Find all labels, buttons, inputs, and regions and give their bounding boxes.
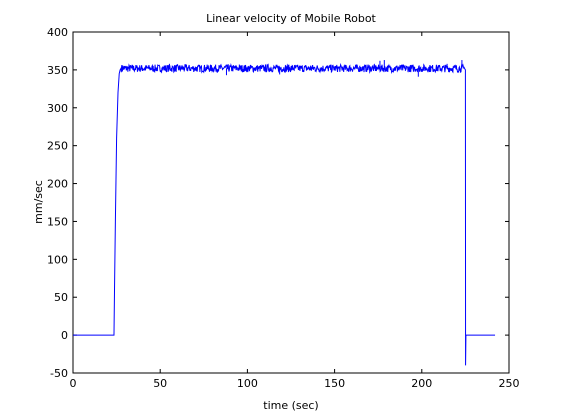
axes-box bbox=[72, 31, 510, 374]
x-tick-label: 200 bbox=[411, 377, 432, 390]
y-tick-label: 250 bbox=[47, 140, 68, 153]
y-axis-label: mm/sec bbox=[32, 180, 45, 224]
y-tick-label: 50 bbox=[54, 291, 68, 304]
x-tick-label: 100 bbox=[237, 377, 258, 390]
x-axis-ticks: 0 50 100 150 200 250 bbox=[70, 32, 520, 390]
y-tick-label: 150 bbox=[47, 215, 68, 228]
y-tick-label: 0 bbox=[61, 329, 68, 342]
y-tick-label: 200 bbox=[47, 178, 68, 191]
x-axis-label: time (sec) bbox=[263, 399, 318, 412]
y-axis-ticks: -50 0 50 100 150 200 250 300 350 400 bbox=[47, 26, 509, 380]
y-tick-label: 100 bbox=[47, 253, 68, 266]
chart-title: Linear velocity of Mobile Robot bbox=[206, 12, 376, 25]
y-tick-label: 300 bbox=[47, 102, 68, 115]
axes-frame bbox=[72, 31, 510, 374]
y-tick-label: 350 bbox=[47, 64, 68, 77]
x-tick-label: 0 bbox=[70, 377, 77, 390]
series-line bbox=[73, 62, 496, 366]
x-tick-label: 50 bbox=[153, 377, 167, 390]
y-tick-label: 400 bbox=[47, 26, 68, 39]
x-tick-label: 250 bbox=[499, 377, 520, 390]
x-tick-label: 150 bbox=[324, 377, 345, 390]
series-layer bbox=[73, 60, 496, 366]
y-tick-label: -50 bbox=[50, 367, 68, 380]
plot-area bbox=[73, 32, 509, 373]
